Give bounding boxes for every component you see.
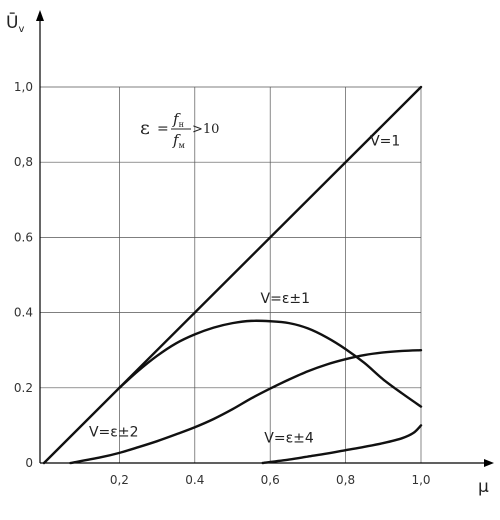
x-axis-arrow bbox=[484, 459, 494, 467]
series-label-3: V=ε±4 bbox=[264, 430, 314, 446]
series-label-0: V=1 bbox=[370, 133, 400, 149]
x-tick-label-1: 0.4 bbox=[185, 473, 204, 487]
series-label-2: V=ε±2 bbox=[89, 425, 139, 441]
formula-condition: >10 bbox=[192, 122, 219, 137]
y-axis-arrow bbox=[36, 10, 44, 21]
series-line-1 bbox=[118, 319, 423, 408]
y-tick-label-2: 0.4 bbox=[14, 306, 33, 320]
y-tick-label-0: 0 bbox=[25, 456, 33, 470]
y-tick-label-1: 0.2 bbox=[14, 381, 33, 395]
series-label-1: V=ε±1 bbox=[261, 291, 311, 307]
y-tick-label-5: 1,0 bbox=[14, 80, 33, 94]
tick-labels: 0,2 0.4 0,6 0,8 1,0 0 0.2 0.4 0.6 0,8 1,0 bbox=[14, 80, 431, 487]
x-tick-label-2: 0,6 bbox=[261, 473, 280, 487]
x-tick-label-3: 0,8 bbox=[336, 473, 355, 487]
formula-denominator: fм bbox=[172, 131, 185, 150]
y-axis-title: Ūv bbox=[6, 11, 24, 35]
axes bbox=[36, 10, 494, 467]
formula-annotation: ε = fн fм >10 bbox=[140, 110, 219, 150]
series-labels: V=1 V=ε±1 V=ε±2 V=ε±4 bbox=[89, 133, 400, 446]
series-line-3 bbox=[261, 424, 423, 465]
formula-epsilon: ε bbox=[140, 117, 150, 139]
y-tick-label-4: 0,8 bbox=[14, 155, 33, 169]
x-axis-title: μ bbox=[478, 477, 489, 497]
series-line-2 bbox=[69, 349, 423, 465]
y-tick-label-3: 0.6 bbox=[14, 230, 33, 244]
formula-equals: = bbox=[157, 121, 169, 137]
series-lines bbox=[42, 85, 423, 465]
series-line-0 bbox=[42, 85, 423, 465]
formula-numerator: fн bbox=[172, 110, 184, 129]
x-tick-label-4: 1,0 bbox=[411, 473, 430, 487]
grid bbox=[40, 86, 422, 463]
x-tick-label-0: 0,2 bbox=[110, 473, 129, 487]
